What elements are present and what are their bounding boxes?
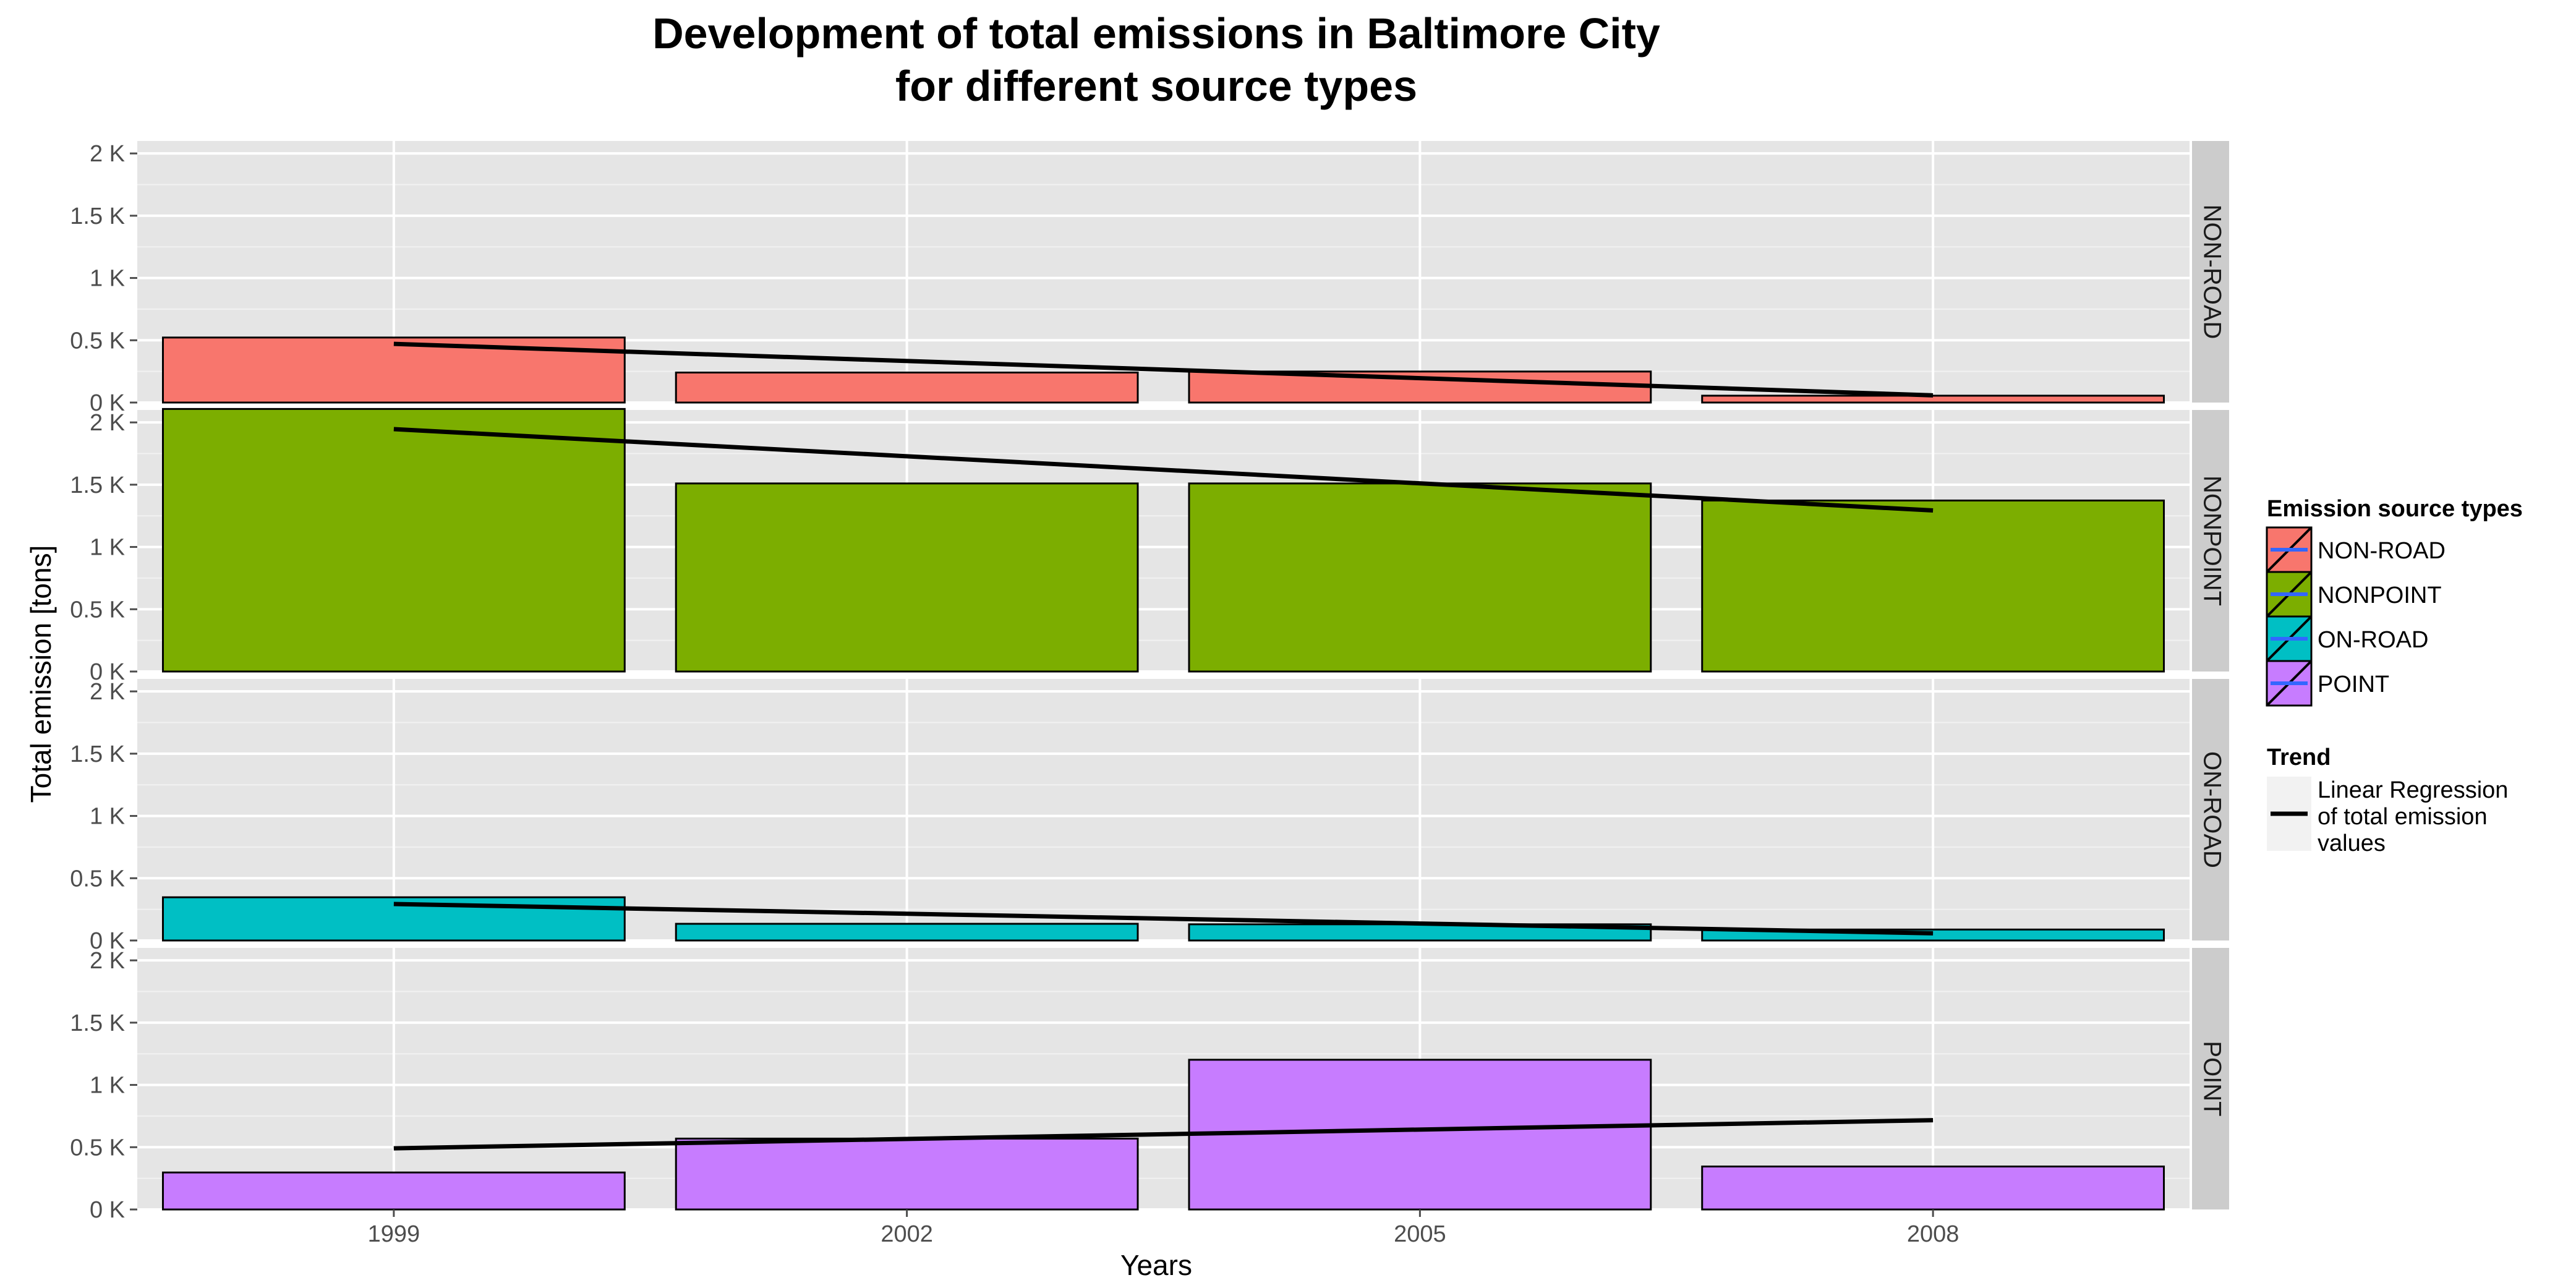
facet-panels: 0 K 0.5 K 1 K 1.5 K 2 K NON-ROAD 0 K 0.5 K 1 K 1.…: [70, 141, 2229, 1223]
y-tick-label: 1.5 K: [70, 472, 125, 498]
y-tick-label: 2 K: [90, 948, 125, 974]
y-tick-label: 1.5 K: [70, 1010, 125, 1036]
facet-panel-non-road: 0 K 0.5 K 1 K 1.5 K 2 K NON-ROAD: [70, 141, 2229, 416]
y-tick-label: 1 K: [90, 535, 125, 561]
bar-point-2005: [1188, 1059, 1652, 1211]
legend-key-nonpoint: [2266, 571, 2313, 618]
bar-on-road-2002: [675, 923, 1139, 942]
y-axis-title: Total emission [tons]: [25, 545, 57, 803]
facet-strip-label: NON-ROAD: [2198, 205, 2225, 339]
bar-point-2008: [1701, 1166, 2165, 1211]
x-axis-title: Years: [1120, 1249, 1192, 1281]
chart-title-line-1: Development of total emissions in Baltim…: [652, 9, 1660, 58]
bar-non-road-2008: [1701, 395, 2165, 404]
legend: Emission source types NON-ROAD NONPOINT ON-…: [2266, 496, 2523, 856]
bar-point-1999: [161, 1171, 626, 1211]
y-tick-label: 0 K: [90, 390, 125, 416]
facet-strip: [2192, 141, 2229, 403]
y-tick-label: 0 K: [90, 659, 125, 685]
y-tick-label: 0.5 K: [70, 597, 125, 623]
facet-panel-point: 0 K 0.5 K 1 K 1.5 K 2 K POINT: [70, 948, 2229, 1223]
y-tick-label: 0 K: [90, 1197, 125, 1223]
trend-line-nonpoint: [393, 427, 1934, 513]
y-tick-label: 1.5 K: [70, 203, 125, 229]
y-tick-label: 1 K: [90, 1073, 125, 1099]
y-tick-label: 0.5 K: [70, 328, 125, 354]
trend-line-non-road: [393, 341, 1934, 398]
y-tick-label: 0.5 K: [70, 1135, 125, 1161]
trend-line-on-road: [393, 902, 1934, 936]
y-tick-label: 1.5 K: [70, 741, 125, 767]
x-tick-label: 2002: [881, 1221, 933, 1247]
legend-label-point: POINT: [2318, 672, 2389, 697]
y-tick-label: 1 K: [90, 804, 125, 830]
legend-trend-label-line: values: [2318, 830, 2386, 856]
bar-nonpoint-2005: [1188, 482, 1652, 673]
facet-panel-on-road: 0 K 0.5 K 1 K 1.5 K 2 K ON-ROAD: [70, 679, 2229, 954]
legend-trend-label-line: Linear Regression: [2318, 777, 2508, 803]
legend-fill-title: Emission source types: [2267, 496, 2523, 522]
x-tick-label: 2005: [1394, 1221, 1446, 1247]
legend-label-non-road: NON-ROAD: [2318, 538, 2446, 564]
legend-key-on-road: [2266, 615, 2313, 662]
bar-non-road-2002: [675, 371, 1139, 404]
facet-strip-label: POINT: [2198, 1041, 2225, 1116]
facet-strip: [2192, 679, 2229, 940]
y-tick-label: 0 K: [90, 928, 125, 954]
facet-strip: [2192, 948, 2229, 1209]
x-tick-label: 2008: [1907, 1221, 1960, 1247]
chart-title-line-2: for different source types: [895, 62, 1417, 110]
legend-key-point: [2266, 660, 2313, 707]
bar-nonpoint-2008: [1701, 499, 2165, 673]
y-tick-label: 2 K: [90, 141, 125, 167]
y-tick-label: 2 K: [90, 679, 125, 705]
bar-point-2002: [675, 1137, 1139, 1211]
bar-nonpoint-2002: [675, 482, 1139, 673]
legend-label-on-road: ON-ROAD: [2318, 627, 2428, 653]
legend-label-nonpoint: NONPOINT: [2318, 582, 2442, 608]
facet-panel-nonpoint: 0 K 0.5 K 1 K 1.5 K 2 K NONPOINT: [70, 407, 2229, 685]
legend-trend-label-line: of total emission: [2318, 804, 2488, 830]
x-axis: 1999 2002 2005 2008: [368, 1209, 1960, 1247]
y-tick-label: 2 K: [90, 410, 125, 436]
facet-strip-label: NONPOINT: [2198, 476, 2225, 606]
trend-line-point: [393, 1118, 1934, 1151]
bar-on-road-1999: [161, 896, 626, 942]
y-tick-label: 0.5 K: [70, 866, 125, 892]
facet-strip: [2192, 410, 2229, 672]
legend-trend-title: Trend: [2267, 744, 2331, 770]
x-tick-label: 1999: [368, 1221, 420, 1247]
legend-key-non-road: [2266, 526, 2313, 573]
facet-strip-label: ON-ROAD: [2198, 751, 2225, 868]
y-tick-label: 1 K: [90, 266, 125, 292]
bar-nonpoint-1999: [161, 407, 626, 673]
